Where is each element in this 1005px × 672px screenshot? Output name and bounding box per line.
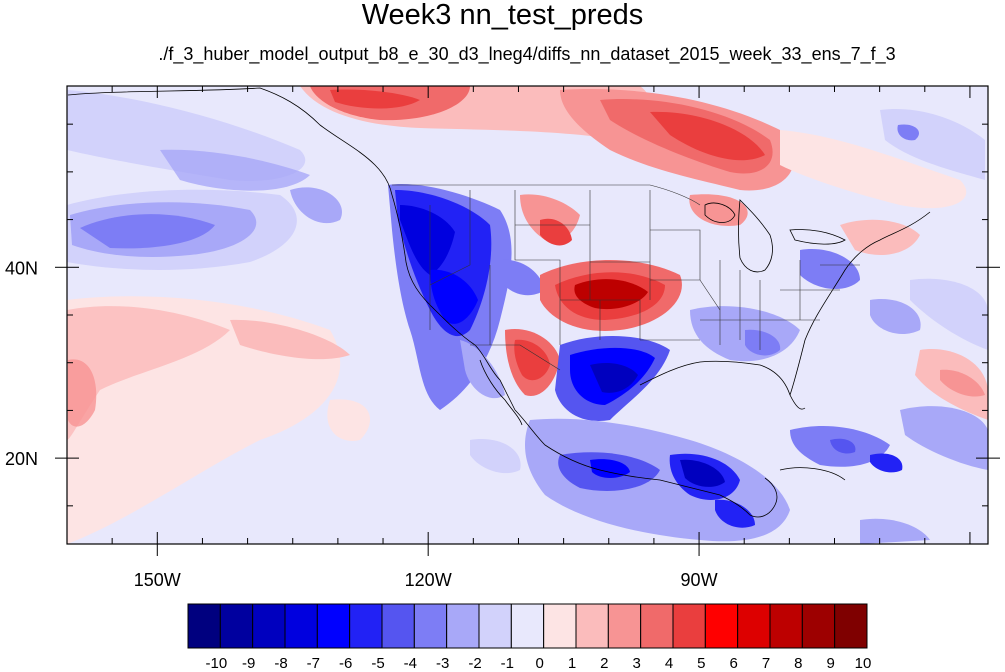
y-tick-label: 20N	[5, 449, 38, 469]
colorbar-label: -4	[404, 655, 417, 672]
map-title: Week3 nn_test_preds	[361, 0, 644, 31]
state-borders	[392, 184, 860, 371]
colorbar-swatch	[640, 603, 674, 649]
colorbar-label: -9	[242, 655, 255, 672]
colorbar-swatch	[704, 603, 739, 649]
colorbar-label: -8	[274, 655, 287, 672]
colorbar-label: 9	[826, 655, 834, 672]
colorbar-swatch	[543, 603, 577, 649]
colorbar-label: -10	[205, 655, 227, 672]
axis-ticks: 150W 120W 90W 40N 20N	[5, 86, 1000, 590]
colorbar-swatch	[478, 603, 512, 649]
colorbar-swatch	[510, 603, 545, 649]
colorbar-label: 1	[568, 655, 576, 672]
colorbar-label: 2	[600, 655, 608, 672]
x-tick-label: 120W	[405, 570, 452, 590]
colorbar-label: -7	[307, 655, 320, 672]
colorbar-label: -6	[339, 655, 352, 672]
coastlines	[67, 87, 931, 518]
colorbar-label: 6	[729, 655, 737, 672]
colorbar-swatch	[187, 603, 221, 649]
colorbar-label: 3	[632, 655, 640, 672]
anomaly-field	[67, 86, 988, 544]
colorbar-label: 5	[697, 655, 705, 672]
colorbar-label: 4	[665, 655, 673, 672]
colorbar-swatch	[284, 603, 318, 649]
map-subtitle: ./f_3_huber_model_output_b8_e_30_d3_lneg…	[158, 44, 896, 64]
colorbar-swatch	[834, 603, 868, 649]
colorbar-swatch	[672, 603, 706, 649]
colorbar-swatch	[801, 603, 836, 649]
colorbar-label: -2	[468, 655, 481, 672]
colorbar-swatch	[316, 603, 351, 649]
colorbar-label: -1	[501, 655, 514, 672]
colorbar-swatch	[607, 603, 642, 649]
colorbar-label: -3	[436, 655, 449, 672]
colorbar-swatch	[737, 603, 771, 649]
colorbar-swatch	[413, 603, 448, 649]
x-tick-label: 90W	[681, 570, 718, 590]
x-tick-label: 150W	[134, 570, 181, 590]
colorbar-label: 0	[535, 655, 543, 672]
colorbar-swatch	[575, 603, 609, 649]
colorbar-label: 7	[762, 655, 770, 672]
y-tick-label: 40N	[5, 258, 38, 278]
colorbar-label: 10	[855, 655, 872, 672]
colorbar-swatch	[252, 603, 286, 649]
colorbar-swatch	[381, 603, 415, 649]
colorbar-swatch	[219, 603, 254, 649]
colorbar-swatch	[349, 603, 383, 649]
colorbar-swatch	[446, 603, 480, 649]
colorbar-label: -5	[371, 655, 384, 672]
colorbar-label: 8	[794, 655, 802, 672]
colorbar: -10 -9 -8 -7 -6 -5 -4 -3 -2 -1 0 1 2 3 4 5 6 7 8 9 10	[187, 603, 872, 672]
colorbar-swatch	[769, 603, 803, 649]
